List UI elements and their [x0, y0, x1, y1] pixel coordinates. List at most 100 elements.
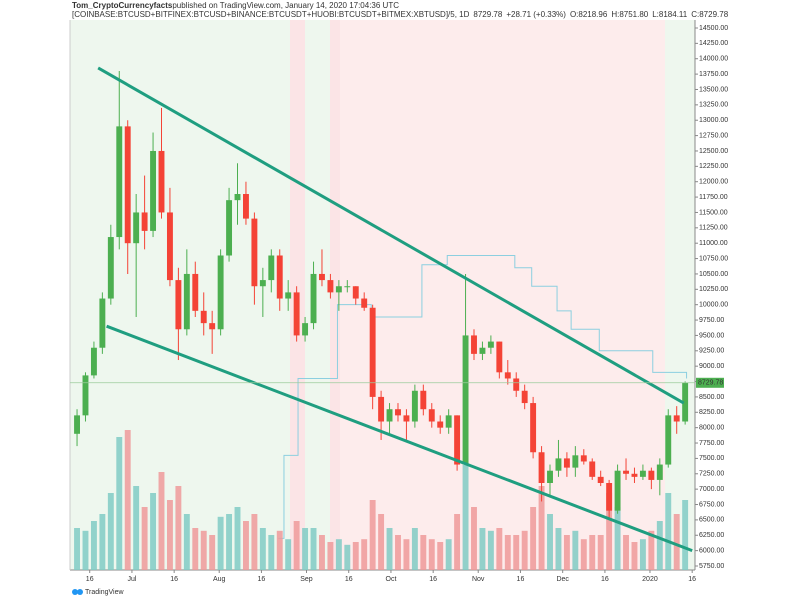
candle-body	[665, 415, 672, 465]
volume-bar	[513, 535, 520, 570]
volume-bar	[276, 530, 283, 570]
volume-bar	[673, 514, 680, 570]
candle-body	[116, 126, 123, 238]
bull-zone	[305, 20, 330, 570]
x-tick-label: Sep	[300, 576, 313, 583]
candle-body	[352, 286, 359, 299]
trendline	[106, 324, 693, 553]
volume-bar	[563, 535, 570, 570]
y-tick-label: 9000.00	[699, 363, 724, 370]
candle-body	[589, 461, 596, 477]
volume-bar	[521, 530, 528, 570]
candle-body	[335, 286, 342, 293]
volume-bar	[82, 530, 89, 570]
x-tick-label: Aug	[213, 576, 226, 583]
x-tick-label: Dec	[556, 576, 569, 583]
candle-body	[521, 390, 528, 404]
candle-body	[74, 415, 80, 434]
volume-bar	[437, 542, 444, 570]
candle-body	[471, 335, 477, 354]
y-tick-label: 7500.00	[699, 455, 724, 462]
candle-body	[479, 347, 486, 354]
candle-body	[572, 455, 579, 468]
brand-logo	[72, 589, 83, 595]
candle-body	[99, 298, 106, 348]
candle-body	[319, 273, 325, 281]
candle-body	[209, 323, 216, 330]
candle-body	[428, 409, 435, 422]
candle-body	[673, 415, 680, 422]
candle-body	[243, 194, 249, 219]
volume-bar	[335, 539, 342, 570]
candle-body	[504, 372, 511, 379]
candle-body	[513, 378, 520, 391]
volume-bar	[656, 521, 663, 570]
volume-bar	[293, 521, 300, 570]
candle-body	[124, 126, 131, 244]
volume-bar	[150, 493, 157, 570]
candle-body	[378, 396, 385, 422]
logo-dot	[72, 589, 78, 595]
candle-body	[150, 150, 157, 231]
y-tick-label: 14250.00	[699, 40, 728, 47]
y-tick-label: 10750.00	[699, 255, 728, 262]
volume-bar	[302, 528, 309, 570]
volume-bar	[200, 530, 207, 570]
last-price: 8729.78	[473, 10, 502, 19]
volume-bar	[606, 493, 613, 570]
candle-body	[639, 470, 646, 477]
volume-bar	[251, 514, 258, 570]
volume-bar	[133, 486, 140, 570]
volume-bar	[74, 528, 80, 570]
volume-bar	[327, 542, 334, 570]
y-tick-label: 13000.00	[699, 117, 728, 124]
candle-body	[234, 194, 241, 201]
candle-body	[166, 212, 173, 281]
x-tick-label: 2020	[642, 576, 658, 583]
candle-body	[496, 341, 503, 373]
y-tick-label: 13250.00	[699, 102, 728, 109]
candle-body	[631, 473, 638, 477]
volume-bar	[580, 539, 587, 570]
volume-bar	[682, 500, 689, 570]
candle-body	[82, 375, 89, 416]
volume-bar	[217, 516, 224, 570]
candle-body	[107, 237, 114, 299]
trendline	[97, 66, 685, 405]
y-tick-label: 7000.00	[699, 486, 724, 493]
x-tick-label: 16	[345, 576, 353, 583]
candle-body	[580, 455, 587, 462]
y-tick-label: 11000.00	[699, 240, 728, 247]
volume-bar	[158, 472, 165, 570]
y-tick-label: 13750.00	[699, 71, 728, 78]
volume-bar	[352, 542, 359, 570]
y-tick-label: 5750.00	[699, 563, 724, 570]
ohlc: H:8751.80	[611, 10, 648, 19]
y-tick-label: 10250.00	[699, 286, 728, 293]
volume-bar	[597, 535, 604, 570]
volume-bar	[428, 539, 435, 570]
volume-bar	[411, 528, 418, 570]
volume-bar	[361, 539, 368, 570]
y-tick-label: 13500.00	[699, 86, 728, 93]
y-tick-label: 9500.00	[699, 332, 724, 339]
candle-body	[395, 409, 401, 416]
y-tick-label: 7750.00	[699, 440, 724, 447]
candle-body	[361, 298, 368, 308]
candle-body	[445, 415, 452, 428]
candle-body	[597, 476, 604, 483]
candle-body	[623, 470, 629, 474]
y-tick-label: 12750.00	[699, 132, 728, 139]
volume-bar	[369, 500, 376, 570]
volume-bar	[665, 493, 672, 570]
candle-body	[648, 470, 655, 480]
y-tick-label: 9250.00	[699, 348, 724, 355]
volume-bar	[141, 507, 148, 570]
volume-bar	[479, 528, 486, 570]
candle-body	[606, 482, 613, 511]
volume-bar	[268, 535, 275, 570]
candle-body	[285, 292, 292, 299]
volume-bar	[378, 514, 385, 570]
volume-bar	[614, 507, 621, 570]
